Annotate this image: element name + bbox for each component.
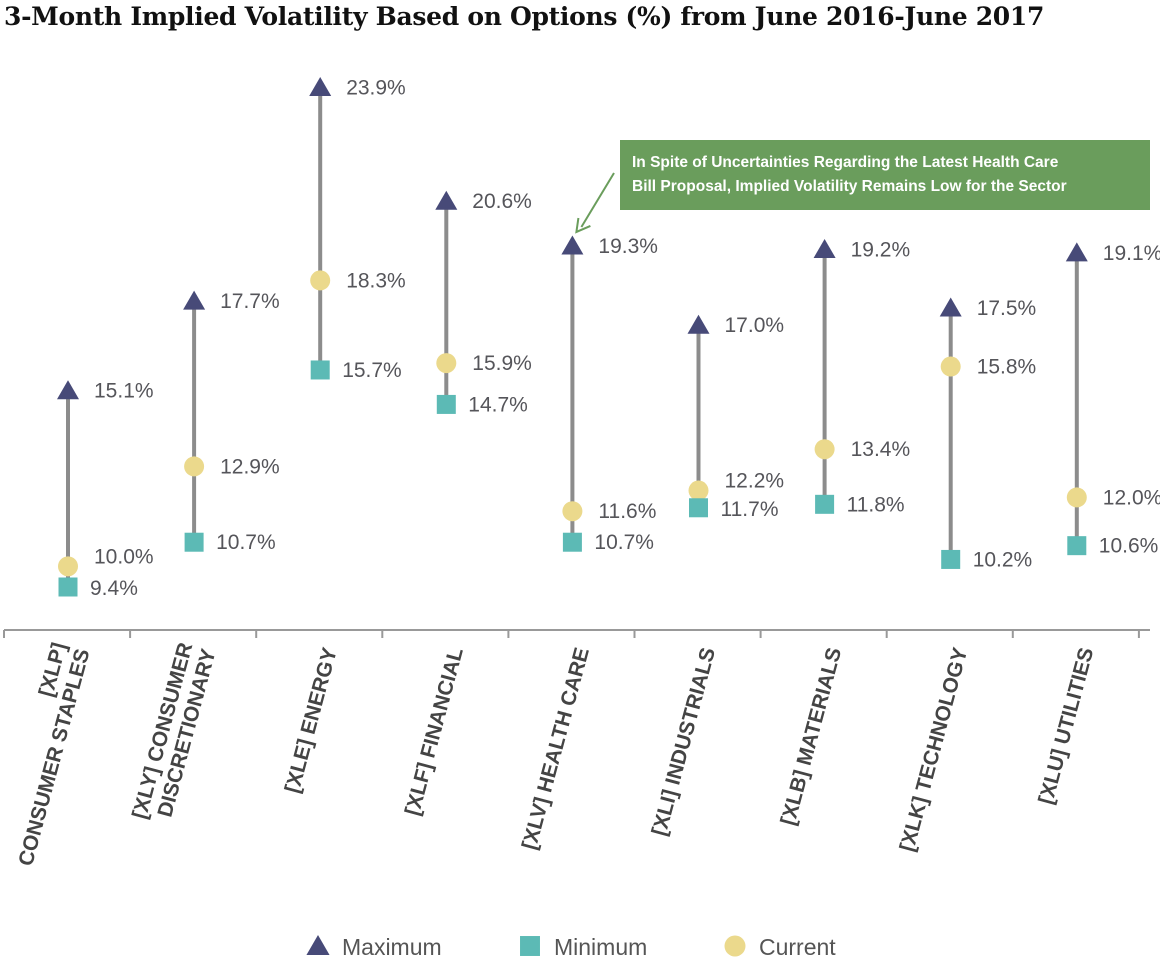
current-value-label: 12.2% [725,470,785,493]
current-point [688,480,709,501]
maximum-point [1065,242,1088,262]
maximum-point [57,380,79,400]
maximum-value-label: 17.5% [977,297,1037,320]
current-value-label: 10.0% [94,545,154,568]
minimum-value-label: 11.8% [847,493,905,516]
minimum-point [58,577,78,597]
category-label: [XLY] CONSUMERDISCRETIONARY [128,640,220,827]
category-label: [XLB] MATERIALS [777,645,847,827]
chart-title: 3-Month Implied Volatility Based on Opti… [4,2,1045,31]
category-label-line: [XLB] MATERIALS [777,645,847,827]
minimum-value-label: 10.7% [216,531,276,554]
minimum-value-label: 10.6% [1099,535,1159,558]
current-point [940,356,961,377]
category-label-line: [XLI] INDUSTRIALS [648,645,720,838]
maximum-point [435,190,458,210]
maximum-point [939,297,962,317]
maximum-legend-marker [306,935,330,955]
category-label-line: [XLV] HEALTH CARE [518,645,594,852]
maximum-legend-label: Maximum [342,934,442,960]
markers [57,77,1088,597]
callout-arrow-line [580,172,615,228]
minimum-point [941,549,961,569]
current-value-label: 13.4% [851,438,911,461]
minimum-point [562,532,582,552]
legend: Maximum Minimum Current [306,934,836,960]
current-point [814,439,835,460]
current-point [58,556,78,577]
minimum-point [184,532,204,552]
maximum-point [309,77,332,97]
maximum-value-label: 19.3% [598,235,658,258]
category-label-line: [XLF] FINANCIAL [401,645,468,818]
maximum-point [183,290,206,310]
current-point [310,270,331,291]
minimum-point [436,394,456,414]
minimum-point [815,494,835,514]
current-value-label: 12.0% [1103,486,1160,509]
minimum-value-label: 15.7% [342,359,402,382]
callout-arrow-head [575,217,591,234]
maximum-point [687,314,710,334]
callout-annotation: In Spite of Uncertainties Regarding the … [620,140,1150,210]
current-point [562,501,583,522]
current-legend-marker [724,935,746,957]
current-value-label: 15.9% [472,352,532,375]
category-label: [XLP]CONSUMER STAPLES [0,640,94,868]
category-label-line: [XLK] TECHNOLOGY [896,645,973,854]
minimum-value-label: 11.7% [721,498,779,521]
category-labels: [XLP]CONSUMER STAPLES [XLY] CONSUMERDISCR… [0,640,1099,868]
current-value-label: 11.6% [598,500,656,523]
minimum-legend-label: Minimum [554,934,647,960]
category-label: [XLV] HEALTH CARE [518,645,594,852]
minimum-point [689,498,708,518]
category-label-line: [XLU] UTILITIES [1035,645,1099,806]
maximum-value-label: 17.7% [220,290,280,313]
category-label: [XLF] FINANCIAL [401,645,468,818]
current-value-label: 12.9% [220,455,280,478]
category-label: [XLE] ENERGY [281,645,342,795]
minimum-value-label: 14.7% [468,393,528,416]
current-value-label: 18.3% [346,269,406,292]
value-labels: 15.1% 10.0% 9.4% 17.7% 12.9% 10.7% 23.9% 18.3% 1… [90,77,1160,601]
maximum-value-label: 19.1% [1103,242,1160,265]
minimum-point [310,360,330,380]
category-label: [XLU] UTILITIES [1035,645,1099,806]
minimum-legend-marker [520,936,540,956]
maximum-point [561,235,584,255]
callout-line-2: Bill Proposal, Implied Volatility Remain… [632,178,1067,195]
category-label: [XLK] TECHNOLOGY [896,645,973,854]
current-value-label: 15.8% [977,356,1037,379]
minimum-value-label: 9.4% [90,577,138,600]
maximum-value-label: 17.0% [725,314,785,337]
x-axis [3,629,1150,638]
current-legend-label: Current [759,934,836,960]
current-point [184,456,205,477]
callout-line-1: In Spite of Uncertainties Regarding the … [632,154,1059,171]
maximum-value-label: 15.1% [94,380,154,403]
category-label: [XLI] INDUSTRIALS [648,645,720,838]
current-point [436,353,457,374]
current-point [1066,487,1087,508]
maximum-value-label: 20.6% [472,190,532,213]
callout-arrow [575,172,615,234]
maximum-point [813,238,836,258]
maximum-value-label: 19.2% [851,238,911,261]
maximum-value-label: 23.9% [346,77,406,100]
minimum-value-label: 10.2% [973,548,1033,571]
minimum-point [1067,536,1087,556]
category-label-line: [XLE] ENERGY [281,645,342,795]
minimum-value-label: 10.7% [594,531,654,554]
